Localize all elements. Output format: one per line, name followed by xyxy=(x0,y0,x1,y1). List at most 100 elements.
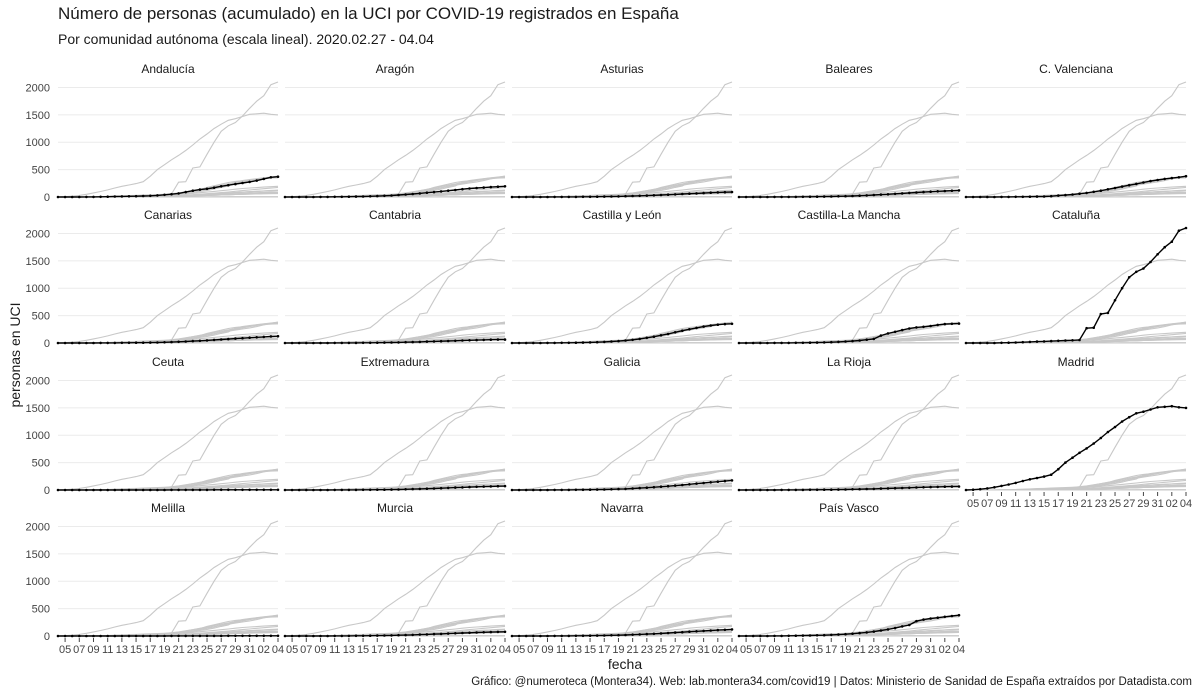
data-point xyxy=(950,485,954,488)
x-tick-label: 25 xyxy=(655,644,667,656)
data-point xyxy=(184,634,187,638)
data-point xyxy=(744,195,748,199)
data-point xyxy=(1085,191,1088,195)
data-point xyxy=(113,341,117,345)
data-point xyxy=(730,190,734,194)
data-point xyxy=(539,195,542,199)
data-point xyxy=(340,195,344,199)
data-point xyxy=(297,195,301,199)
data-point xyxy=(709,481,712,484)
data-point xyxy=(127,488,131,492)
x-tick-label: 07 xyxy=(981,498,993,510)
data-point xyxy=(751,634,755,638)
data-point xyxy=(1007,195,1010,199)
data-point xyxy=(865,487,868,491)
data-point xyxy=(915,619,918,623)
data-point xyxy=(78,488,81,492)
data-point xyxy=(361,195,365,198)
data-point xyxy=(900,486,904,490)
data-point xyxy=(723,628,727,632)
data-point xyxy=(276,634,280,638)
data-point xyxy=(560,488,563,492)
data-point xyxy=(681,329,684,333)
y-tick-label: 1500 xyxy=(26,256,50,268)
data-point xyxy=(815,488,819,492)
data-point xyxy=(305,341,308,345)
data-point xyxy=(588,341,592,344)
data-point xyxy=(631,487,634,490)
data-point xyxy=(1000,484,1003,488)
data-point xyxy=(1042,340,1046,343)
y-tick-label: 0 xyxy=(44,338,50,350)
data-point xyxy=(92,195,95,199)
chart-caption: Gráfico: @numeroteca (Montera34). Web: l… xyxy=(471,676,1192,688)
background-series-line xyxy=(965,258,1187,344)
data-point xyxy=(773,488,776,492)
panel-title: C. Valenciana xyxy=(1039,62,1113,76)
data-point xyxy=(149,194,152,198)
data-point xyxy=(1170,240,1174,243)
data-point xyxy=(844,340,847,343)
data-point xyxy=(1078,451,1081,455)
data-point xyxy=(411,487,415,491)
data-point xyxy=(290,488,294,492)
data-point xyxy=(830,340,833,344)
data-point xyxy=(886,487,890,490)
data-point xyxy=(354,634,358,638)
data-point xyxy=(1127,276,1131,279)
data-point xyxy=(227,337,230,341)
data-point xyxy=(56,488,60,492)
data-point xyxy=(879,487,883,490)
x-tick-label: 07 xyxy=(527,644,539,656)
data-point xyxy=(227,634,230,638)
data-point xyxy=(305,634,308,638)
data-point xyxy=(496,185,500,188)
data-point xyxy=(638,194,641,198)
data-point xyxy=(482,338,486,342)
data-point xyxy=(595,634,599,637)
x-tick-label: 11 xyxy=(102,644,113,656)
data-point xyxy=(411,633,415,637)
data-point xyxy=(255,488,258,492)
data-point xyxy=(922,618,925,621)
data-point xyxy=(908,486,911,490)
data-point xyxy=(397,193,400,197)
data-point xyxy=(978,487,982,491)
data-point xyxy=(269,488,273,492)
data-point xyxy=(1007,341,1010,345)
data-point xyxy=(759,195,762,199)
data-point xyxy=(638,633,641,636)
data-point xyxy=(546,488,549,492)
data-point xyxy=(744,488,748,492)
data-point xyxy=(219,488,223,492)
data-point xyxy=(290,341,294,345)
data-point xyxy=(858,631,861,635)
data-point xyxy=(610,634,613,637)
data-point xyxy=(496,484,500,488)
data-point xyxy=(134,634,138,638)
data-point xyxy=(915,326,918,329)
data-point xyxy=(936,323,939,327)
x-tick-label: 07 xyxy=(73,644,85,656)
data-point xyxy=(297,634,301,638)
y-tick-label: 2000 xyxy=(26,228,50,240)
x-axis-title: fecha xyxy=(608,656,642,672)
data-point xyxy=(78,341,81,345)
data-point xyxy=(574,634,578,638)
data-point xyxy=(1120,185,1124,188)
data-point xyxy=(496,630,500,634)
x-tick-label: 13 xyxy=(343,644,355,656)
data-point xyxy=(1049,473,1053,477)
data-point xyxy=(1113,299,1117,302)
data-point xyxy=(1184,406,1188,410)
data-point xyxy=(603,195,606,198)
data-point xyxy=(815,634,819,637)
data-point xyxy=(900,625,904,628)
data-point xyxy=(986,341,989,345)
data-point xyxy=(475,338,478,342)
data-point xyxy=(737,195,741,199)
data-point xyxy=(446,632,450,635)
x-tick-label: 13 xyxy=(116,644,128,656)
background-series-line xyxy=(284,112,506,198)
data-point xyxy=(830,633,833,637)
